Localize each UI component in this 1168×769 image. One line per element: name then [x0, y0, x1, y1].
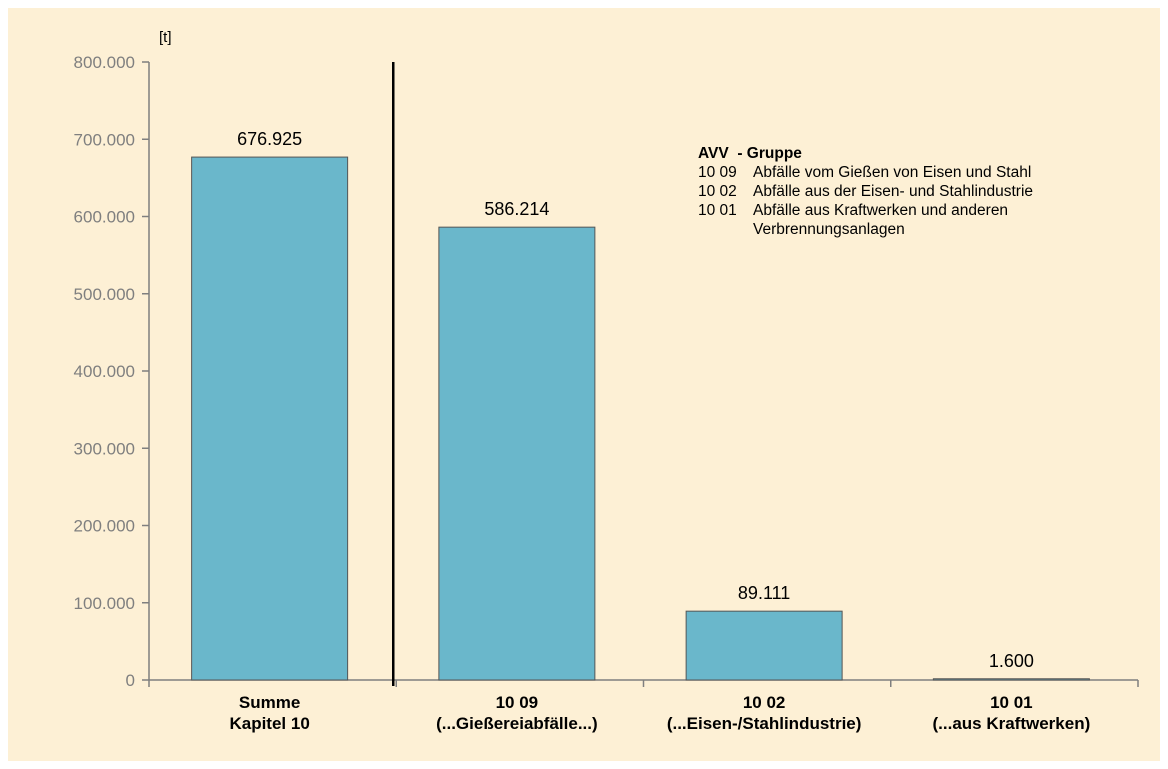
legend-item-text: Abfälle aus Kraftwerken und anderen Verb… [753, 202, 1009, 238]
legend-item: 10 09 Abfälle vom Gießen von Eisen und S… [698, 163, 1103, 182]
legend-item: 10 01 Abfälle aus Kraftwerken und andere… [698, 201, 1103, 239]
data-label: 1.600 [989, 651, 1034, 671]
data-label: 89.111 [738, 583, 790, 603]
x-category-label: 10 09 [496, 693, 539, 712]
x-category-label: 10 01 [990, 693, 1033, 712]
bar [191, 156, 349, 681]
y-tick-label: 100.000 [74, 594, 135, 613]
y-tick-label: 600.000 [74, 208, 135, 227]
y-tick-label: 700.000 [74, 130, 135, 149]
legend-item-text: Abfälle aus der Eisen- und Stahlindustri… [753, 183, 1034, 200]
x-category-label: 10 02 [743, 693, 786, 712]
data-label: 676.925 [237, 129, 302, 149]
y-unit-label: [t] [159, 29, 172, 46]
x-category-label: (...Gießereiabfälle...) [436, 714, 598, 733]
bar [438, 226, 596, 681]
y-tick-label: 800.000 [74, 53, 135, 72]
x-category-label: (...aus Kraftwerken) [932, 714, 1090, 733]
legend-item: 10 02 Abfälle aus der Eisen- und Stahlin… [698, 182, 1103, 201]
y-tick-label: 500.000 [74, 285, 135, 304]
x-category-label: Summe [239, 693, 300, 712]
legend-box: AVV - Gruppe 10 09 Abfälle vom Gießen vo… [698, 144, 1103, 239]
bar [685, 610, 843, 681]
legend-item-code: 10 01 [698, 202, 737, 219]
y-tick-label: 200.000 [74, 517, 135, 536]
bar [932, 678, 1090, 681]
x-category-label: Kapitel 10 [229, 714, 309, 733]
x-category-label: (...Eisen-/Stahlindustrie) [667, 714, 862, 733]
y-tick-label: 300.000 [74, 439, 135, 458]
bar-chart: 0 100.000 200.000 300.000 400.000 500.000 600.… [74, 29, 1139, 733]
legend-item-code: 10 09 [698, 164, 737, 181]
legend-item-code: 10 02 [698, 183, 737, 200]
legend-item-text: Abfälle vom Gießen von Eisen und Stahl [753, 164, 1032, 181]
y-tick-label: 0 [126, 671, 135, 690]
chart-panel: 0 100.000 200.000 300.000 400.000 500.000 600.… [8, 8, 1160, 761]
legend-title: AVV - Gruppe [698, 145, 802, 162]
data-label: 586.214 [484, 199, 549, 219]
y-tick-label: 400.000 [74, 362, 135, 381]
